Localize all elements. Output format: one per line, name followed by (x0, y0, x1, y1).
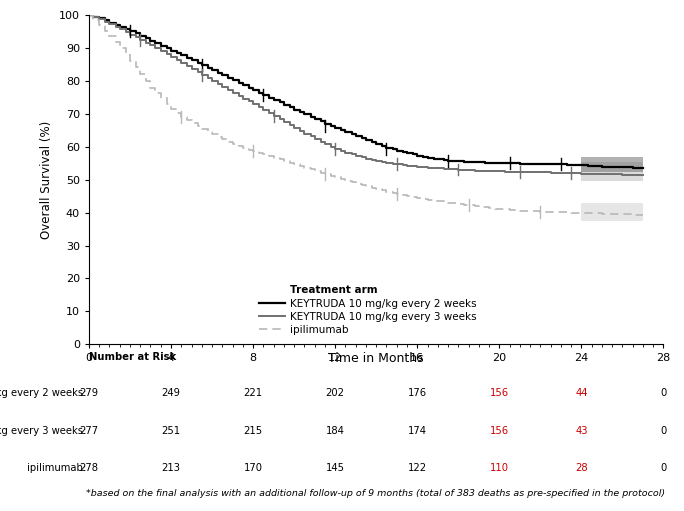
Text: 44: 44 (575, 388, 588, 398)
Text: Time in Months: Time in Months (328, 352, 424, 365)
Y-axis label: Overall Survival (%): Overall Survival (%) (40, 121, 53, 239)
Text: 278: 278 (79, 463, 98, 473)
Text: 215: 215 (244, 426, 263, 435)
Text: 43: 43 (575, 426, 588, 435)
Text: 156: 156 (490, 426, 509, 435)
Text: 221: 221 (244, 388, 263, 398)
Text: 279: 279 (79, 388, 98, 398)
Text: 277: 277 (79, 426, 98, 435)
Text: *based on the final analysis with an additional follow-up of 9 months (total of : *based on the final analysis with an add… (86, 489, 665, 498)
Text: 249: 249 (161, 388, 181, 398)
Text: KEYTRUDA 10 mg/kg every 3 weeks:: KEYTRUDA 10 mg/kg every 3 weeks: (0, 426, 86, 435)
Text: 213: 213 (161, 463, 181, 473)
Legend: Treatment arm, KEYTRUDA 10 mg/kg every 2 weeks, KEYTRUDA 10 mg/kg every 3 weeks,: Treatment arm, KEYTRUDA 10 mg/kg every 2… (255, 281, 482, 339)
Text: 176: 176 (408, 388, 427, 398)
Text: 110: 110 (490, 463, 509, 473)
Text: 0: 0 (660, 388, 667, 398)
Text: KEYTRUDA 10 mg/kg every 2 weeks:: KEYTRUDA 10 mg/kg every 2 weeks: (0, 388, 86, 398)
Text: 0: 0 (660, 426, 667, 435)
Text: 28: 28 (575, 463, 588, 473)
Text: ipilimumab:: ipilimumab: (27, 463, 86, 473)
Text: 202: 202 (326, 388, 345, 398)
Text: 170: 170 (244, 463, 263, 473)
Text: Number at Risk: Number at Risk (89, 352, 176, 362)
Text: 184: 184 (326, 426, 345, 435)
Text: 145: 145 (326, 463, 345, 473)
Text: 174: 174 (408, 426, 427, 435)
Text: 0: 0 (660, 463, 667, 473)
Text: 122: 122 (408, 463, 427, 473)
Text: 251: 251 (161, 426, 181, 435)
Text: 156: 156 (490, 388, 509, 398)
